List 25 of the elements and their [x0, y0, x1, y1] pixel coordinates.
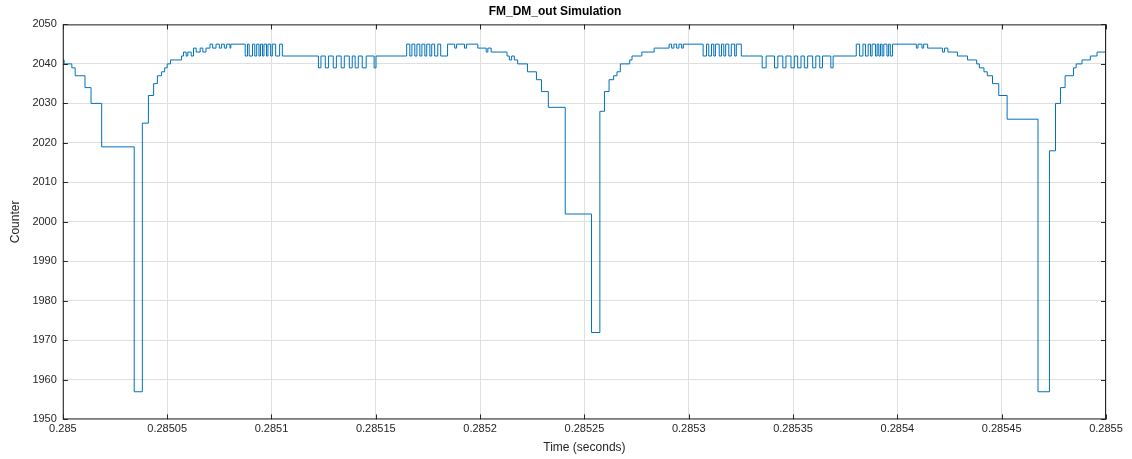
- chart-title: FM_DM_out Simulation: [488, 3, 622, 18]
- y-axis-title: Counter: [7, 200, 22, 244]
- y-tick-label: 1980: [32, 293, 57, 306]
- y-tick-label: 1950: [32, 412, 57, 425]
- y-tick-label: 2010: [32, 175, 57, 188]
- x-tick-label: 0.28525: [564, 422, 605, 435]
- y-tick-label: 1970: [32, 333, 57, 346]
- x-tick-label: 0.28545: [981, 422, 1022, 435]
- y-tick-label: 1990: [32, 254, 57, 267]
- x-tick-label: 0.28505: [147, 422, 188, 435]
- x-tick-label: 0.2854: [880, 422, 915, 435]
- x-tick-label: 0.2852: [463, 422, 497, 435]
- y-tick-label: 2020: [32, 135, 57, 148]
- x-tick-label: 0.2855: [1089, 422, 1123, 435]
- x-tick-label: 0.285: [49, 422, 77, 435]
- x-tick-label: 0.2851: [254, 422, 289, 435]
- x-axis-title: Time (seconds): [543, 440, 626, 455]
- y-tick-label: 2050: [32, 17, 57, 30]
- x-tick-label: 0.28535: [773, 422, 813, 435]
- y-tick-label: 2000: [32, 214, 57, 227]
- y-tick-label: 1960: [32, 372, 57, 385]
- x-tick-label: 0.2853: [671, 422, 706, 435]
- y-tick-label: 2030: [32, 96, 57, 109]
- x-tick-label: 0.28515: [355, 422, 396, 435]
- y-tick-label: 2040: [32, 56, 57, 69]
